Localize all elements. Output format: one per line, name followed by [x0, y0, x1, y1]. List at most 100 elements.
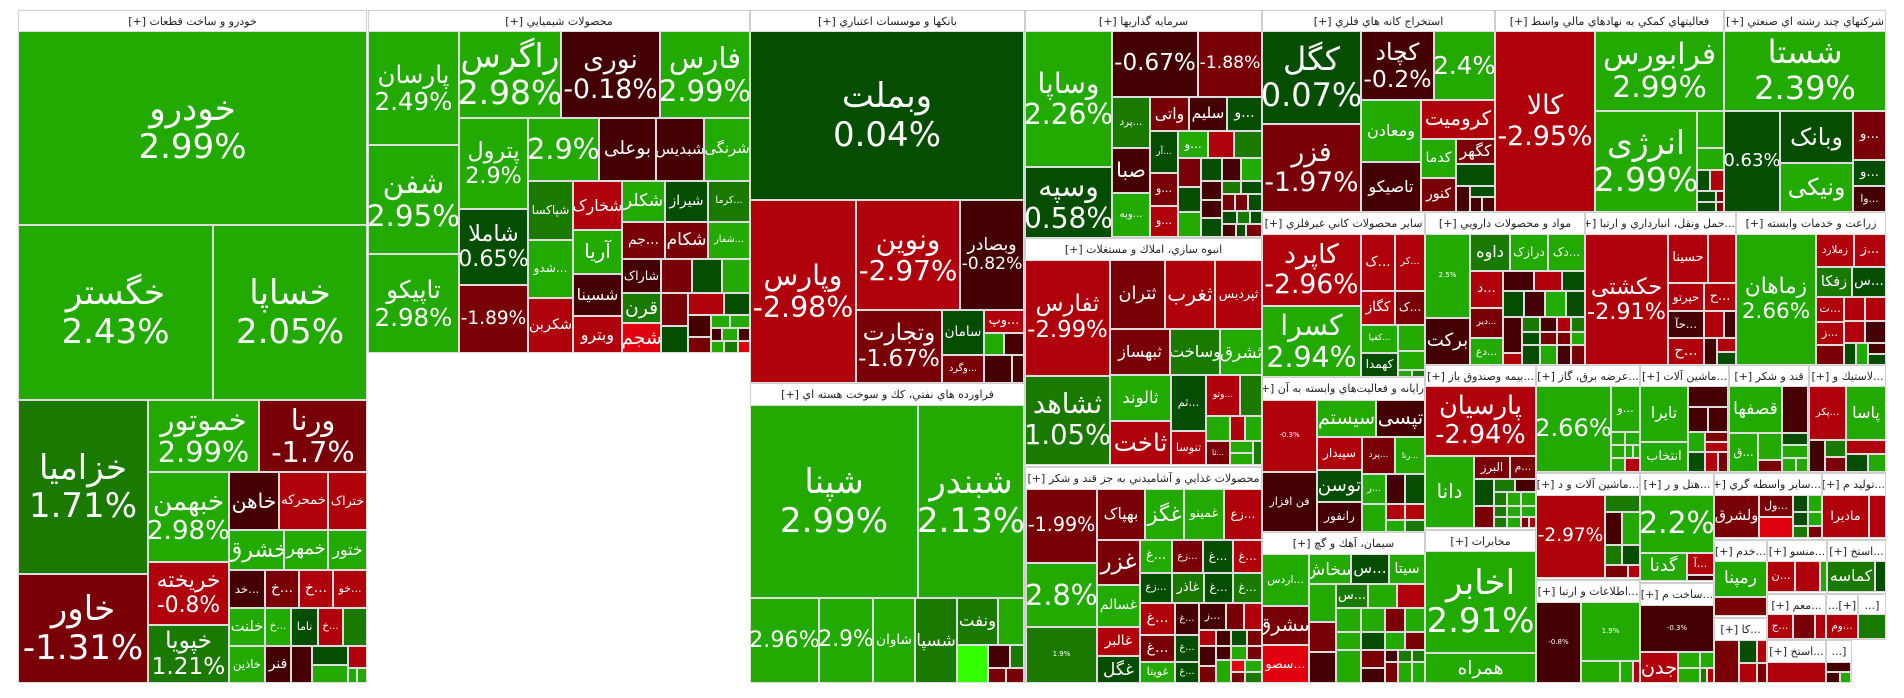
sector-header[interactable]: ساير محصولات كاني غيرفلزي [+]	[1264, 217, 1423, 230]
stock-tile[interactable]: جدن	[1640, 652, 1678, 683]
stock-tile[interactable]: غاذر	[1172, 573, 1204, 603]
stock-tile[interactable]: شاملا 0.65%	[459, 209, 528, 285]
stock-tile[interactable]	[1710, 170, 1724, 191]
stock-tile[interactable]: ثالوند	[1110, 375, 1171, 421]
stock-tile[interactable]	[1708, 407, 1728, 432]
stock-tile[interactable]	[1704, 311, 1724, 338]
stock-tile[interactable]: ...ت	[1816, 297, 1844, 322]
stock-tile[interactable]: ...و	[1611, 386, 1640, 432]
stock-tile[interactable]	[1234, 131, 1262, 158]
stock-tile[interactable]	[1230, 453, 1253, 465]
stock-tile[interactable]	[1605, 495, 1640, 512]
stock-tile[interactable]: ثبهساز	[1110, 329, 1170, 375]
stock-tile[interactable]: ثاخت	[1110, 421, 1171, 465]
stock-tile[interactable]: کگل 0.07%	[1262, 31, 1361, 124]
stock-tile[interactable]	[1758, 433, 1782, 460]
stock-tile[interactable]	[312, 646, 348, 665]
stock-tile[interactable]	[1503, 291, 1524, 317]
stock-tile[interactable]	[1361, 632, 1385, 650]
stock-tile[interactable]	[1793, 614, 1815, 639]
stock-tile[interactable]	[1336, 632, 1361, 650]
stock-tile[interactable]	[1844, 321, 1865, 343]
stock-tile[interactable]	[1503, 271, 1534, 291]
stock-tile[interactable]	[1245, 660, 1262, 672]
stock-tile[interactable]: رانفور	[1317, 502, 1362, 532]
stock-tile[interactable]: ...پکر	[1809, 386, 1846, 440]
stock-tile[interactable]: ...غ	[1175, 662, 1199, 683]
stock-tile[interactable]: توسن	[1317, 470, 1362, 502]
stock-tile[interactable]	[1540, 345, 1557, 365]
stock-tile[interactable]: غمینو	[1184, 489, 1224, 540]
sector-header[interactable]: ...حمل ونقل، انبارداري و ارتبا [+]	[1586, 217, 1735, 230]
stock-tile[interactable]: سلیم	[1189, 97, 1227, 131]
stock-tile[interactable]	[1247, 630, 1262, 646]
stock-tile[interactable]	[1793, 512, 1808, 526]
stock-tile[interactable]: شاوان	[873, 598, 915, 683]
stock-tile[interactable]: برکت	[1425, 318, 1470, 365]
stock-tile[interactable]: کاپرد -2.96%	[1262, 234, 1361, 306]
stock-tile[interactable]: فارس 2.99%	[660, 31, 750, 118]
stock-tile[interactable]: پارسیان -2.94%	[1425, 386, 1536, 456]
stock-tile[interactable]	[1010, 645, 1024, 668]
stock-tile[interactable]	[291, 646, 312, 683]
stock-tile[interactable]	[711, 315, 730, 328]
stock-tile[interactable]	[1494, 492, 1507, 506]
sector-header[interactable]: قند و شكر [+]	[1734, 370, 1804, 383]
stock-tile[interactable]	[1707, 668, 1714, 683]
stock-tile[interactable]	[1216, 646, 1231, 660]
stock-tile[interactable]: غویتا	[1140, 662, 1175, 683]
stock-tile[interactable]	[1222, 211, 1237, 224]
stock-tile[interactable]: ...پرد	[1362, 437, 1395, 474]
stock-tile[interactable]: ...ز	[1199, 603, 1226, 630]
stock-tile[interactable]: -0.8%	[1536, 602, 1581, 683]
stock-tile[interactable]	[1557, 317, 1571, 332]
stock-tile[interactable]	[1678, 668, 1700, 683]
stock-tile[interactable]: ...کفپا	[1361, 325, 1398, 353]
stock-tile[interactable]: 1.9%	[1581, 602, 1640, 661]
stock-tile[interactable]	[1757, 640, 1767, 663]
stock-tile[interactable]	[1739, 640, 1757, 663]
stock-tile[interactable]: 2.96%	[750, 598, 819, 683]
stock-tile[interactable]: شستا 2.39%	[1724, 31, 1886, 111]
stock-tile[interactable]	[1521, 517, 1529, 528]
stock-tile[interactable]	[1633, 445, 1640, 458]
stock-tile[interactable]	[1386, 504, 1405, 520]
stock-tile[interactable]: ...وتو	[1206, 375, 1240, 416]
stock-tile[interactable]: انتخاب	[1640, 442, 1688, 472]
stock-tile[interactable]: خپویا 1.21%	[148, 625, 229, 683]
stock-tile[interactable]	[1557, 345, 1571, 365]
stock-tile[interactable]: ...و	[1178, 131, 1208, 158]
stock-tile[interactable]	[1494, 517, 1507, 528]
stock-tile[interactable]	[1199, 646, 1216, 666]
stock-tile[interactable]: ثشاهد 1.05%	[1025, 376, 1110, 465]
stock-tile[interactable]	[1245, 416, 1262, 441]
stock-tile[interactable]	[1716, 202, 1724, 212]
stock-tile[interactable]: خساپا 2.05%	[213, 225, 367, 400]
stock-tile[interactable]: خشرق	[229, 530, 284, 570]
stock-tile[interactable]: مادیرا	[1822, 495, 1869, 538]
stock-tile[interactable]	[1705, 442, 1728, 452]
stock-tile[interactable]	[1688, 432, 1705, 452]
stock-tile[interactable]: شسینا	[573, 274, 622, 316]
stock-tile[interactable]	[1231, 630, 1247, 646]
stock-tile[interactable]	[1385, 608, 1405, 632]
stock-tile[interactable]: خاذین	[229, 646, 265, 683]
stock-tile[interactable]	[1208, 131, 1234, 158]
stock-tile[interactable]: ...جم	[622, 222, 665, 259]
stock-tile[interactable]: ولشرق	[1714, 495, 1759, 538]
stock-tile[interactable]	[1368, 584, 1397, 608]
stock-tile[interactable]: فنر	[265, 646, 291, 683]
stock-tile[interactable]	[1540, 332, 1557, 345]
stock-tile[interactable]	[1246, 224, 1262, 237]
stock-tile[interactable]	[1545, 291, 1566, 317]
stock-tile[interactable]	[1697, 202, 1716, 212]
stock-tile[interactable]	[348, 646, 367, 668]
stock-tile[interactable]	[998, 598, 1024, 645]
stock-tile[interactable]	[1226, 603, 1244, 630]
stock-tile[interactable]	[1405, 632, 1425, 650]
stock-tile[interactable]	[1605, 565, 1628, 578]
stock-tile[interactable]	[1231, 672, 1245, 683]
stock-tile[interactable]: غزر	[1097, 540, 1140, 585]
stock-tile[interactable]	[1808, 526, 1822, 538]
sector-header[interactable]: ...عرضه برق، گاز [+]	[1537, 370, 1639, 383]
